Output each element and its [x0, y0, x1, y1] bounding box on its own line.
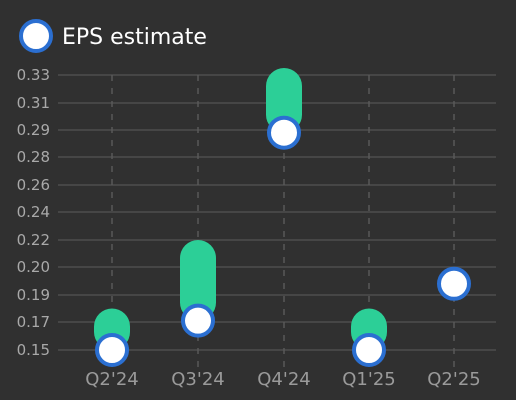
y-tick-label: 0.26: [17, 176, 50, 194]
y-tick-label: 0.24: [17, 203, 50, 221]
eps-estimate-marker[interactable]: [352, 333, 386, 367]
x-tick-label: Q3'24: [171, 369, 224, 390]
x-axis-labels: Q2'24 Q3'24 Q4'24 Q1'25 Q2'25: [85, 369, 480, 390]
eps-estimate-marker[interactable]: [95, 333, 129, 367]
x-tick-label: Q1'25: [342, 369, 395, 390]
eps-estimate-marker[interactable]: [437, 266, 471, 301]
y-tick-label: 0.17: [17, 313, 50, 331]
range-bar[interactable]: [180, 240, 216, 321]
y-tick-label: 0.28: [17, 148, 50, 166]
y-tick-label: 0.20: [17, 258, 50, 276]
x-tick-label: Q2'24: [85, 369, 138, 390]
eps-estimate-marker[interactable]: [181, 303, 215, 338]
legend-label: EPS estimate: [62, 25, 207, 50]
y-tick-label: 0.22: [17, 231, 50, 249]
eps-estimate-marker[interactable]: [267, 115, 301, 150]
legend[interactable]: EPS estimate: [19, 19, 207, 53]
x-tick-label: Q2'25: [427, 369, 480, 390]
y-tick-label: 0.29: [17, 121, 50, 139]
y-tick-label: 0.31: [17, 94, 50, 112]
y-axis-labels: 0.15 0.17 0.19 0.20 0.22 0.24 0.26 0.28 0.29 0.31…: [17, 66, 50, 359]
grid-layer: [58, 74, 496, 368]
estimate-markers: [95, 115, 471, 367]
y-tick-label: 0.19: [17, 286, 50, 304]
y-tick-label: 0.15: [17, 341, 50, 359]
x-tick-label: Q4'24: [257, 369, 310, 390]
range-bar[interactable]: [266, 68, 302, 133]
y-tick-label: 0.33: [17, 66, 50, 84]
range-bars: [94, 68, 387, 350]
legend-marker-icon: [19, 19, 53, 53]
